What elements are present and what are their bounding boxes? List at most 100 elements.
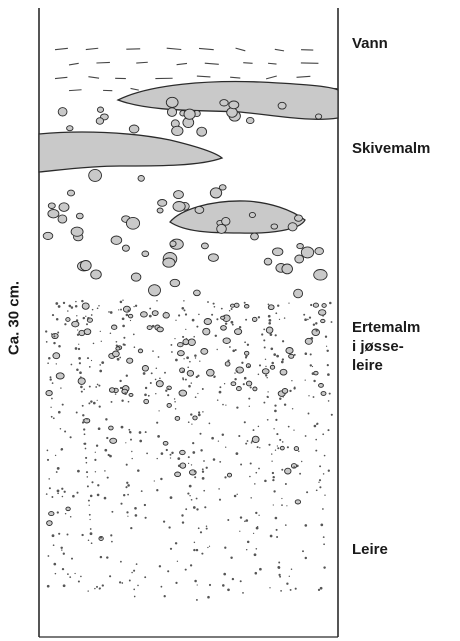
- clay-speck: [124, 392, 127, 395]
- clay-speck: [271, 453, 273, 455]
- clay-speck: [120, 502, 123, 505]
- ore-nodule: [279, 445, 285, 451]
- clay-speck: [309, 353, 312, 356]
- clay-speck: [190, 498, 193, 501]
- clay-speck: [82, 414, 85, 417]
- ore-nodule: [110, 235, 123, 245]
- clay-speck: [293, 466, 296, 469]
- water-dash: [265, 75, 277, 80]
- clay-speck: [109, 332, 112, 334]
- clay-speck: [248, 397, 251, 400]
- ore-nodule: [234, 328, 243, 335]
- ore-nodule: [65, 506, 71, 512]
- clay-speck: [57, 410, 61, 414]
- clay-speck: [255, 471, 258, 474]
- clay-speck: [61, 487, 64, 490]
- ore-nodule: [141, 250, 150, 258]
- ore-nodule: [193, 289, 201, 297]
- clay-speck: [167, 388, 170, 390]
- clay-speck: [245, 519, 249, 522]
- clay-speck: [235, 452, 239, 455]
- clay-speck: [98, 405, 101, 408]
- clay-speck: [263, 401, 266, 404]
- clay-speck: [194, 396, 197, 399]
- clay-speck: [165, 448, 168, 452]
- ore-nodule: [125, 216, 141, 230]
- clay-speck: [239, 530, 241, 532]
- clay-speck: [82, 419, 85, 421]
- clay-speck: [133, 588, 136, 591]
- clay-speck: [308, 395, 310, 397]
- ore-nodule: [57, 214, 68, 224]
- clay-speck: [84, 442, 87, 445]
- ore-nodule: [126, 357, 134, 364]
- clay-speck: [192, 451, 196, 454]
- clay-speck: [86, 485, 89, 488]
- clay-speck: [216, 318, 219, 321]
- clay-speck: [318, 479, 322, 482]
- ore-nodule: [294, 214, 303, 222]
- clay-speck: [104, 448, 108, 452]
- clay-speck: [218, 498, 222, 501]
- clay-speck: [95, 444, 99, 447]
- clay-speck: [288, 575, 290, 577]
- clay-speck: [204, 506, 207, 509]
- water-dash: [235, 47, 246, 52]
- ore-nodule: [77, 377, 86, 385]
- ore-nodule: [137, 175, 145, 182]
- clay-speck: [175, 358, 178, 362]
- clay-speck: [55, 363, 57, 365]
- clay-speck: [165, 389, 168, 392]
- ore-nodule: [313, 370, 319, 376]
- clay-speck: [55, 302, 59, 305]
- clay-speck: [267, 396, 269, 399]
- clay-speck: [289, 389, 292, 393]
- ore-nodule: [162, 312, 170, 319]
- clay-speck: [270, 347, 274, 351]
- clay-speck: [138, 431, 142, 434]
- clay-speck: [315, 322, 318, 325]
- ore-nodule: [320, 391, 327, 396]
- clay-speck: [280, 590, 282, 592]
- clay-speck: [281, 340, 285, 343]
- clay-speck: [213, 305, 216, 308]
- ore-nodule: [312, 302, 319, 308]
- clay-speck: [322, 314, 325, 317]
- clay-speck: [81, 404, 84, 407]
- clay-speck: [60, 387, 62, 389]
- clay-speck: [197, 527, 200, 530]
- clay-speck: [325, 345, 328, 347]
- ore-nodule: [88, 168, 102, 182]
- clay-speck: [265, 365, 267, 368]
- clay-speck: [86, 357, 90, 360]
- clay-speck: [171, 351, 173, 353]
- clay-speck: [98, 304, 100, 307]
- clay-speck: [48, 487, 51, 490]
- ore-nodule: [96, 106, 105, 113]
- clay-speck: [307, 318, 309, 321]
- ore-nodule: [137, 348, 144, 354]
- clay-speck: [275, 528, 278, 531]
- clay-speck: [163, 595, 166, 598]
- ore-nodule: [294, 499, 302, 505]
- clay-speck: [147, 394, 150, 397]
- ore-nodule: [166, 107, 178, 117]
- clay-speck: [52, 417, 55, 420]
- clay-speck: [49, 376, 52, 379]
- clay-speck: [309, 364, 312, 367]
- clay-speck: [99, 330, 101, 333]
- ore-nodule: [218, 184, 227, 191]
- clay-speck: [173, 398, 176, 400]
- clay-speck: [269, 333, 273, 336]
- clay-speck: [50, 406, 52, 408]
- clay-speck: [169, 547, 173, 550]
- clay-speck: [289, 588, 292, 591]
- clay-speck: [85, 323, 89, 326]
- clay-speck: [132, 333, 135, 336]
- clay-speck: [125, 486, 128, 489]
- clay-speck: [287, 425, 290, 428]
- clay-speck: [175, 319, 177, 321]
- clay-speck: [184, 313, 188, 316]
- ore-nodule: [243, 304, 250, 309]
- clay-speck: [189, 564, 193, 567]
